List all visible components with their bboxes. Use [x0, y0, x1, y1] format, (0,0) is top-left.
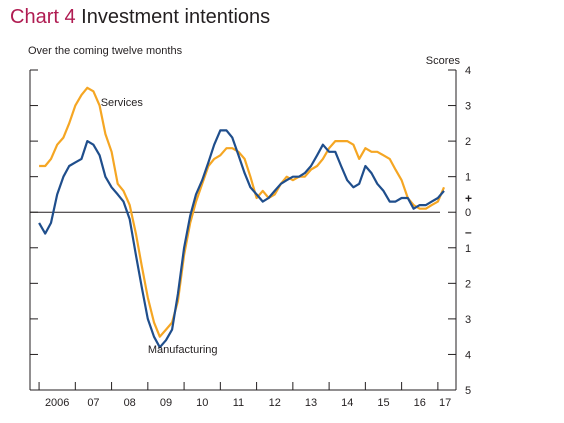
y-tick-label: 3 — [465, 314, 471, 326]
y-tick-label: 4 — [465, 349, 471, 361]
x-tick-label: 07 — [87, 397, 99, 409]
y-tick-label: 0 — [465, 207, 471, 219]
y-tick-label: 3 — [465, 101, 471, 113]
minus-sign: – — [465, 225, 472, 239]
y-tick-label: 1 — [465, 243, 471, 255]
x-tick-label: 2006 — [45, 397, 69, 409]
y-tick-label: 5 — [465, 385, 471, 397]
x-tick-label: 14 — [341, 397, 353, 409]
chart-title: Chart 4 Investment intentions — [10, 6, 270, 29]
plus-sign: + — [465, 192, 472, 206]
series-label: Manufacturing — [148, 344, 218, 356]
chart-subtitle: Over the coming twelve months — [28, 45, 183, 57]
y-tick-label: 1 — [465, 172, 471, 184]
chart-title-text: Investment intentions — [81, 6, 271, 28]
x-tick-label: 13 — [305, 397, 317, 409]
series-line-services — [39, 86, 446, 338]
x-tick-label: 17 — [439, 397, 451, 409]
x-tick-label: 08 — [124, 397, 136, 409]
y-tick-label: 2 — [465, 136, 471, 148]
x-tick-label: 16 — [414, 397, 426, 409]
x-tick-label: 15 — [377, 397, 389, 409]
x-tick-label: 11 — [233, 397, 244, 409]
y-axis-title: Scores — [426, 55, 461, 67]
y-tick-label: 2 — [465, 278, 471, 290]
y-tick-label: 4 — [465, 65, 471, 77]
x-tick-label: 10 — [196, 397, 208, 409]
series-line-manufacturing — [38, 129, 445, 349]
chart-number: Chart 4 — [10, 6, 76, 28]
x-tick-label: 09 — [160, 397, 172, 409]
x-tick-label: 12 — [269, 397, 281, 409]
series-label: Services — [101, 97, 144, 109]
